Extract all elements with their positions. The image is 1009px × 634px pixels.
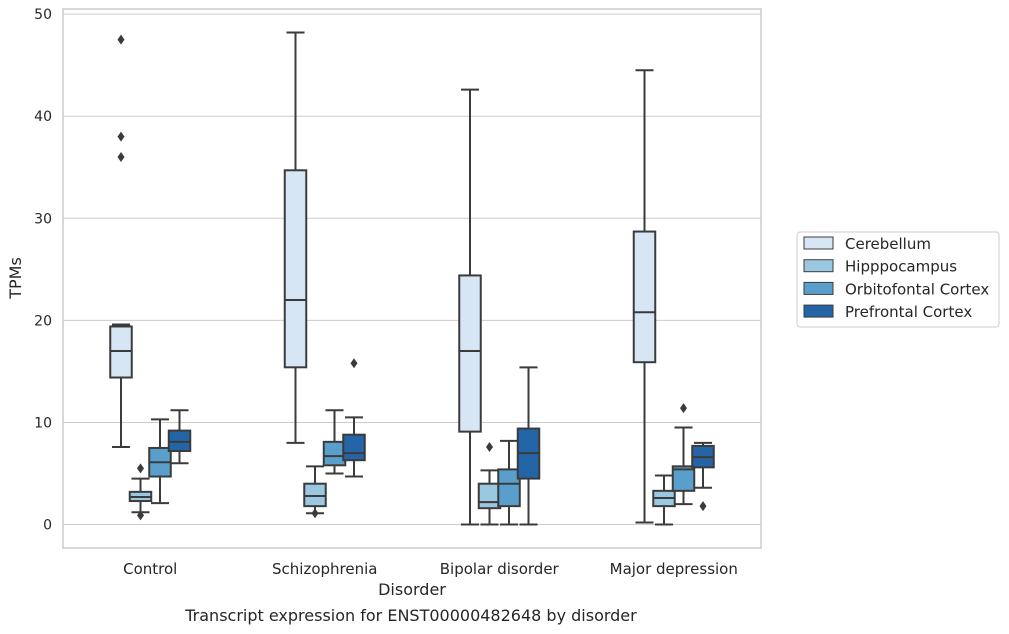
box [477, 482, 502, 510]
outlier-point [117, 152, 125, 163]
y-tick-label: 10 [34, 415, 52, 431]
box-group [516, 366, 541, 526]
chart-caption: Transcript expression for ENST0000048264… [185, 606, 637, 625]
legend-swatch [803, 259, 834, 273]
legend: Cerebellum Hipppocampus Orbitofontal Corte… [796, 231, 1000, 328]
box [497, 468, 521, 508]
box [458, 274, 482, 433]
box-group [109, 34, 133, 448]
box [632, 230, 657, 364]
legend-label: Hipppocampus [845, 258, 957, 276]
box-group [632, 69, 657, 524]
box-group [128, 463, 153, 521]
box [303, 482, 327, 508]
box [283, 169, 308, 369]
box-group [458, 88, 482, 526]
box [342, 433, 366, 462]
box-group [497, 439, 521, 526]
legend-swatch [803, 236, 834, 250]
legend-label: Orbitofontal Cortex [845, 280, 989, 298]
outlier-point [486, 441, 493, 452]
y-tick-label: 30 [34, 211, 52, 227]
y-tick-label: 50 [34, 7, 52, 23]
outlier-point [117, 34, 125, 45]
box-group [671, 403, 696, 506]
plot-area-frame [62, 8, 762, 549]
box-group [167, 409, 192, 465]
outlier-point [117, 131, 125, 142]
outlier-point [350, 358, 358, 369]
x-axis-label: Disorder [378, 580, 446, 599]
outlier-point [311, 508, 319, 519]
box-group [652, 474, 676, 526]
legend-label: Cerebellum [845, 235, 931, 253]
legend-swatch [803, 304, 834, 318]
x-tick-label: Bipolar disorder [440, 560, 560, 578]
y-tick-label: 20 [34, 313, 52, 329]
box-group [477, 441, 502, 526]
y-tick-label: 40 [34, 109, 52, 125]
box-group [691, 441, 715, 512]
x-tick-label: Schizophrenia [272, 560, 377, 578]
outlier-point [699, 501, 707, 512]
outlier-point [137, 463, 144, 474]
outlier-point [137, 510, 144, 521]
y-axis-ticks: 0 10 20 30 40 50 [34, 7, 52, 533]
x-tick-label: Major depression [610, 560, 738, 578]
box-plot-series [109, 31, 715, 526]
box [322, 440, 347, 467]
outlier-point [680, 403, 687, 414]
x-axis-ticks: Control Schizophrenia Bipolar disorder Majo… [123, 560, 738, 578]
y-axis-label: TPMs [6, 257, 25, 300]
box [167, 429, 192, 453]
box-group [342, 358, 366, 478]
box-group [283, 31, 308, 444]
legend-label: Prefrontal Cortex [845, 303, 972, 321]
box-group [148, 418, 172, 505]
legend-swatch [803, 281, 834, 295]
box-group [303, 465, 327, 519]
legend-items: Cerebellum Hipppocampus Orbitofontal Corte… [803, 235, 989, 321]
box [109, 325, 133, 379]
box-group [322, 409, 347, 475]
legend-frame [796, 231, 1000, 328]
y-tick-label: 0 [43, 518, 52, 534]
x-tick-label: Control [123, 560, 177, 578]
box [671, 465, 696, 492]
